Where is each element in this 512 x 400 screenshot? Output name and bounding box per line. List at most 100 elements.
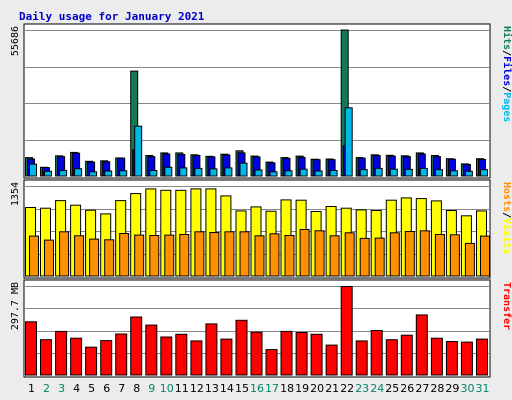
bar-visitors-hosts-day-1 [29,235,39,277]
bar-requests-pages-day-14 [224,167,233,177]
bar-transfer-transfer-day-3 [55,330,68,376]
bar-transfer-transfer-day-2 [40,339,52,376]
panel-requests-frame [23,23,491,179]
bar-transfer-transfer-day-16 [250,331,263,376]
day-label-15: 15 [235,382,249,395]
panel-visitors-series-label-part: Hosts [501,182,512,212]
bar-visitors-hosts-day-22 [344,232,355,277]
day-label-7: 7 [118,382,125,395]
bar-requests-pages-day-13 [209,168,218,177]
bar-visitors-hosts-day-6 [104,239,115,277]
bar-transfer-transfer-day-27 [415,314,428,376]
bar-transfer-transfer-day-30 [460,341,473,376]
bar-requests-pages-day-19 [299,168,308,177]
bar-visitors-hosts-day-31 [480,235,490,277]
bar-transfer-transfer-day-13 [205,323,218,376]
day-label-13: 13 [205,382,219,395]
day-label-10: 10 [160,382,174,395]
panel-transfer-series-label: Transfer [501,282,512,330]
day-label-30: 30 [461,382,475,395]
day-label-1: 1 [28,382,35,395]
bar-visitors-hosts-day-16 [254,235,265,277]
bar-requests-pages-day-26 [404,168,413,177]
day-label-29: 29 [445,382,459,395]
panel-visitors-series-label: Hosts/Visits [501,182,512,254]
bar-requests-pages-day-10 [164,166,173,177]
bar-transfer-transfer-day-29 [445,341,458,376]
panel-requests-series-label: Hits/Files/Pages [501,26,512,122]
bar-requests-pages-day-3 [59,170,68,177]
bar-requests-pages-day-25 [389,168,398,177]
bar-visitors-hosts-day-30 [464,242,475,277]
bar-requests-pages-day-8 [134,125,143,177]
bar-transfer-transfer-day-17 [265,349,278,376]
bar-visitors-hosts-day-4 [74,235,85,277]
bar-transfer-transfer-day-18 [280,330,293,376]
bar-visitors-hosts-day-25 [389,232,400,277]
day-label-11: 11 [175,382,189,395]
bar-visitors-hosts-day-3 [59,231,70,277]
day-label-23: 23 [355,382,369,395]
bar-requests-pages-day-28 [434,169,443,177]
bar-transfer-transfer-day-22 [340,286,353,376]
panel-visitors-series-label-part: / [501,212,512,218]
bar-visitors-hosts-day-8 [134,234,145,277]
bar-visitors-hosts-day-23 [359,237,370,277]
bar-transfer-transfer-day-8 [130,316,143,376]
bar-requests-pages-day-23 [359,169,368,177]
panel-transfer-max-label: 297.7 MB [10,282,21,330]
bar-visitors-hosts-day-13 [209,232,220,277]
bar-requests-pages-day-31 [480,169,488,177]
day-label-2: 2 [43,382,50,395]
day-label-16: 16 [250,382,264,395]
bar-requests-pages-day-7 [119,170,128,177]
bar-visitors-hosts-day-27 [419,230,430,277]
bar-requests-pages-day-30 [464,170,473,177]
bar-visitors-hosts-day-5 [89,238,100,277]
day-label-24: 24 [370,382,384,395]
bar-transfer-transfer-day-28 [430,337,443,376]
bar-requests-pages-day-9 [149,170,158,177]
bar-transfer-transfer-day-19 [295,332,308,376]
panel-requests-series-label-part: / [501,50,512,56]
bar-visitors-hosts-day-26 [404,231,415,277]
bar-requests-pages-day-12 [194,167,203,177]
day-label-5: 5 [88,382,95,395]
bar-requests-pages-day-2 [44,170,52,177]
bar-transfer-transfer-day-1 [25,321,37,376]
bar-transfer-transfer-day-11 [175,333,188,376]
bar-requests-pages-day-15 [239,162,248,177]
day-label-14: 14 [220,382,234,395]
bar-transfer-transfer-day-10 [160,336,173,376]
panel-visitors-max-label: 1354 [10,182,21,206]
bar-transfer-transfer-day-14 [220,338,233,376]
bar-transfer-transfer-day-25 [385,339,398,376]
day-label-19: 19 [295,382,309,395]
panel-requests-series-label-part: Hits [501,26,512,50]
bar-visitors-hosts-day-20 [314,230,325,277]
panel-requests-series-label-part: Pages [501,92,512,122]
bar-requests-pages-day-29 [449,170,458,177]
day-label-8: 8 [133,382,140,395]
day-label-17: 17 [265,382,279,395]
bar-visitors-hosts-day-15 [239,231,250,277]
day-label-25: 25 [385,382,399,395]
day-label-21: 21 [325,382,339,395]
day-label-18: 18 [280,382,294,395]
bar-visitors-hosts-day-24 [374,237,385,277]
day-label-12: 12 [190,382,204,395]
panel-visitors-series-label-part: Visits [501,218,512,254]
bar-requests-pages-day-18 [284,170,293,177]
bar-transfer-transfer-day-21 [325,344,338,376]
panel-requests: 55686 Hits/Files/Pages [10,23,512,179]
bar-transfer-transfer-day-15 [235,319,248,376]
bar-requests-pages-day-20 [314,170,323,177]
panel-visitors: 1354 Hosts/Visits [10,179,512,279]
day-label-9: 9 [148,382,155,395]
bar-transfer-transfer-day-20 [310,333,323,376]
bar-requests-pages-day-16 [254,169,263,177]
bar-visitors-hosts-day-28 [434,234,445,277]
bar-transfer-transfer-day-4 [70,337,83,376]
